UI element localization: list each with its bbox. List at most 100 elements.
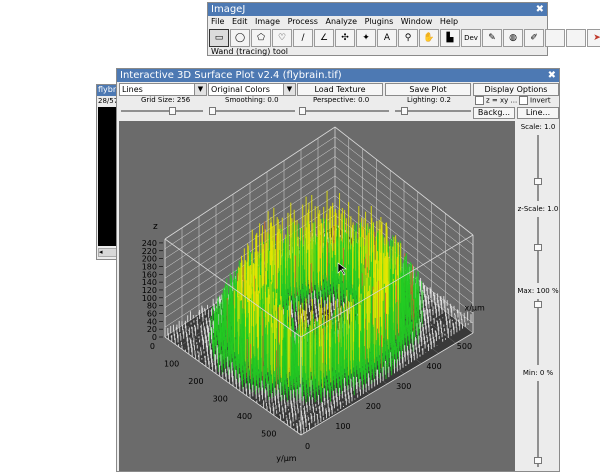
menu-analyze[interactable]: Analyze <box>325 17 358 26</box>
dropper-tool-icon[interactable]: ▙ <box>440 29 460 47</box>
surface-mesh <box>164 190 473 435</box>
surface-plot-canvas[interactable]: 0 20 40 60 80 100 120 140 160 180 200 220 240 z 0 100 20… <box>119 121 515 471</box>
rectangle-tool-icon[interactable]: ▭ <box>209 29 229 47</box>
more-tools-arrow-icon[interactable]: ➤ <box>587 29 600 47</box>
line-color-button[interactable]: Line... <box>517 107 559 119</box>
menu-image[interactable]: Image <box>254 17 281 26</box>
invert-checkbox[interactable]: Invert <box>519 96 551 106</box>
plot-window-title: Interactive 3D Surface Plot v2.4 (flybra… <box>120 70 342 81</box>
checkbox-box[interactable] <box>519 96 528 105</box>
grid-line <box>164 156 336 269</box>
pencil-tool-icon[interactable]: ✐ <box>524 29 544 47</box>
x-tick-label: 300 <box>396 382 411 391</box>
wand-tool-icon[interactable]: ✦ <box>356 29 376 47</box>
z-tick-label: 220 <box>142 247 157 256</box>
polygon-tool-icon[interactable]: ⬠ <box>251 29 271 47</box>
empty-slot-2[interactable] <box>566 29 586 47</box>
slider-knob[interactable] <box>534 178 542 185</box>
smoothing-label: Smoothing: 0.0 <box>225 96 279 104</box>
chevron-down-icon: ▼ <box>194 84 206 95</box>
grid-line <box>334 195 474 304</box>
min-slider[interactable] <box>534 381 542 467</box>
slider-track <box>299 110 389 112</box>
slider-knob[interactable] <box>401 107 408 115</box>
y-tick-label: 200 <box>188 377 203 386</box>
imagej-window: ImageJ ✖ File Edit Image Process Analyze… <box>207 2 600 56</box>
grid-line <box>164 146 336 259</box>
display-options-button[interactable]: Display Options <box>473 83 559 96</box>
z-tick-label: 140 <box>142 278 157 287</box>
save-plot-button[interactable]: Save Plot <box>385 83 471 96</box>
x-tick-label: 500 <box>457 342 472 351</box>
menu-window[interactable]: Window <box>400 17 433 26</box>
lighting-label: Lighting: 0.2 <box>407 96 452 104</box>
empty-slot-1[interactable] <box>545 29 565 47</box>
background-color-button[interactable]: Backg... <box>473 107 515 119</box>
plot-title-bar[interactable]: Interactive 3D Surface Plot v2.4 (flybra… <box>117 69 559 82</box>
perspective-slider[interactable] <box>299 107 389 115</box>
stack-scrollbar[interactable]: ◂ <box>98 248 118 257</box>
lighting-slider[interactable] <box>395 107 471 115</box>
load-texture-button[interactable]: Load Texture <box>297 83 383 96</box>
slider-knob[interactable] <box>534 301 542 308</box>
tool-bar: ▭ ◯ ⬠ ♡ ∕ ∠ ✣ ✦ A ⚲ ✋ ▙ Dev ✎ ◍ ✐ ➤ <box>209 29 600 47</box>
brush-tool-icon[interactable]: ✎ <box>482 29 502 47</box>
text-tool-icon[interactable]: A <box>377 29 397 47</box>
freehand-tool-icon[interactable]: ♡ <box>272 29 292 47</box>
mouse-cursor-icon <box>337 262 347 276</box>
menu-process[interactable]: Process <box>287 17 318 26</box>
grid-size-slider[interactable] <box>121 107 203 115</box>
menu-plugins[interactable]: Plugins <box>364 17 394 26</box>
scale-slider[interactable] <box>534 135 542 201</box>
flood-fill-tool-icon[interactable]: ◍ <box>503 29 523 47</box>
slider-track <box>537 135 539 201</box>
z-tick-label: 240 <box>142 239 157 248</box>
display-mode-select[interactable]: Lines ▼ <box>119 83 207 96</box>
hand-tool-icon[interactable]: ✋ <box>419 29 439 47</box>
grid-line <box>164 195 336 308</box>
angle-tool-icon[interactable]: ∠ <box>314 29 334 47</box>
menu-help[interactable]: Help <box>439 17 459 26</box>
image-canvas[interactable] <box>98 107 118 246</box>
box-edge <box>164 126 336 240</box>
close-icon[interactable]: ✖ <box>547 70 556 81</box>
box-edge <box>164 238 302 338</box>
scroll-left-icon[interactable]: ◂ <box>99 248 103 256</box>
menu-file[interactable]: File <box>211 17 225 26</box>
grid-line <box>334 136 474 245</box>
flybrain-title[interactable]: flybrain <box>97 85 119 96</box>
slider-knob[interactable] <box>299 107 306 115</box>
x-tick-label: 200 <box>366 402 381 411</box>
slider-knob[interactable] <box>534 457 542 464</box>
z-scale-slider[interactable] <box>534 217 542 283</box>
z-eq-xy-checkbox[interactable]: z = xy ... <box>475 96 517 106</box>
slider-knob[interactable] <box>169 107 176 115</box>
perspective-label: Perspective: 0.0 <box>313 96 370 104</box>
max-slider[interactable] <box>534 299 542 365</box>
x-tick-label: 400 <box>426 362 441 371</box>
display-mode-value: Lines <box>122 85 143 94</box>
z-eq-xy-label: z = xy ... <box>486 96 518 105</box>
x-tick-label: 100 <box>335 422 350 431</box>
x-axis-label: x/µm <box>465 304 486 313</box>
color-mode-value: Original Colors <box>211 85 270 94</box>
point-tool-icon[interactable]: ✣ <box>335 29 355 47</box>
magnifier-tool-icon[interactable]: ⚲ <box>398 29 418 47</box>
y-tick-label: 0 <box>150 342 155 351</box>
z-scale-label: z-Scale: 1.0 <box>517 205 559 213</box>
y-tick-label: 100 <box>164 360 179 369</box>
slider-knob[interactable] <box>209 107 216 115</box>
menu-edit[interactable]: Edit <box>231 17 248 26</box>
oval-tool-icon[interactable]: ◯ <box>230 29 250 47</box>
color-mode-select[interactable]: Original Colors ▼ <box>208 83 296 96</box>
imagej-title-bar[interactable]: ImageJ ✖ <box>208 3 547 16</box>
dev-tool-icon[interactable]: Dev <box>461 29 481 47</box>
line-tool-icon[interactable]: ∕ <box>293 29 313 47</box>
grid-line <box>164 185 336 299</box>
slider-knob[interactable] <box>534 244 542 251</box>
z-axis-label: z <box>153 222 158 232</box>
status-text: Wand (tracing) tool <box>211 47 289 56</box>
checkbox-box[interactable] <box>475 96 484 105</box>
smoothing-slider[interactable] <box>209 107 295 115</box>
close-icon[interactable]: ✖ <box>535 4 544 15</box>
